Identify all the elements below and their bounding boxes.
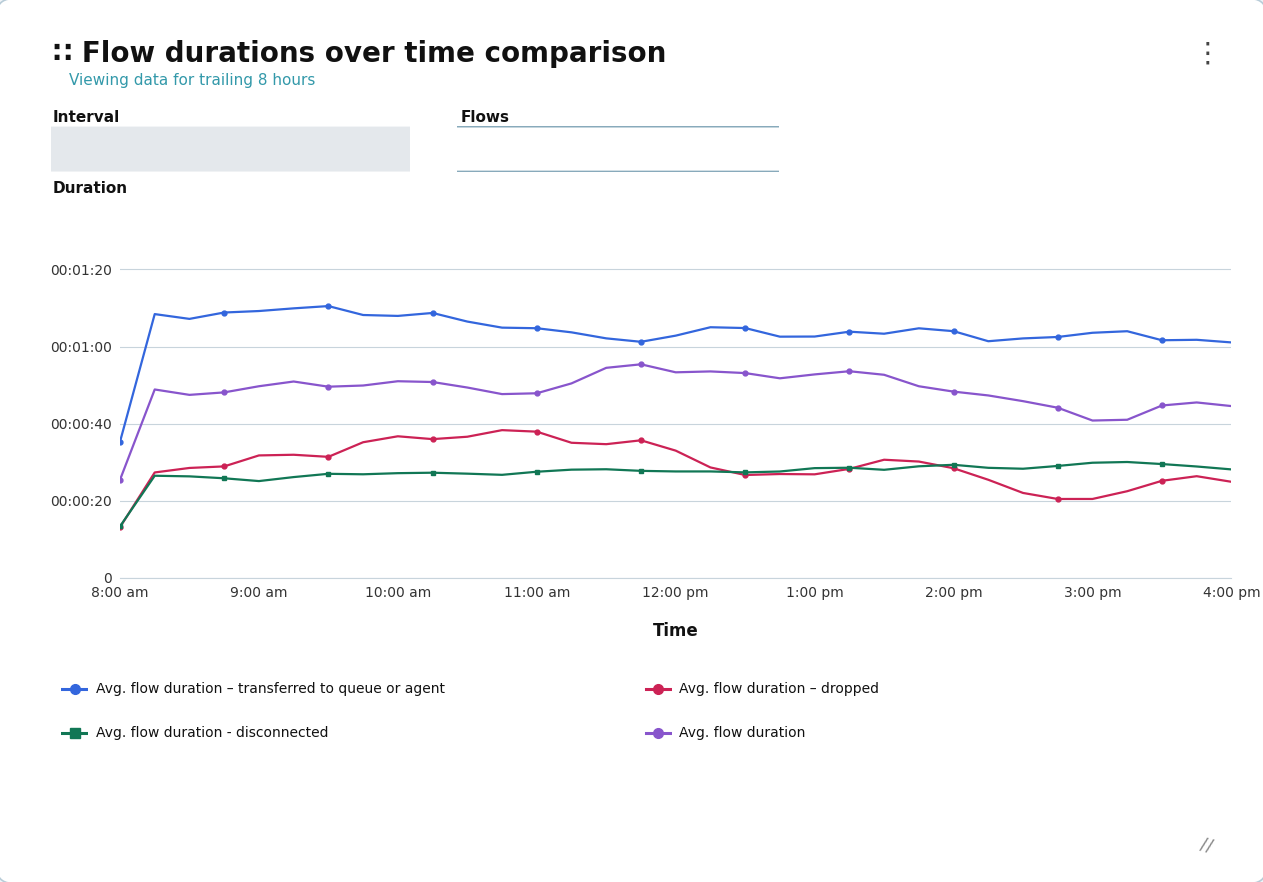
Text: 15 minutes: 15 minutes (72, 140, 158, 155)
Text: Time: Time (653, 622, 698, 639)
Text: Avg. flow duration - disconnected: Avg. flow duration - disconnected (96, 726, 328, 740)
Text: Avg. flow duration – dropped: Avg. flow duration – dropped (679, 682, 879, 696)
Text: Viewing data for trailing 8 hours: Viewing data for trailing 8 hours (69, 73, 316, 88)
Text: Interval: Interval (53, 110, 120, 125)
Text: ⋮: ⋮ (1194, 40, 1221, 68)
Text: Flows: Flows (461, 110, 510, 125)
Text: Avg. flow duration: Avg. flow duration (679, 726, 806, 740)
FancyBboxPatch shape (445, 127, 792, 171)
Text: Duration: Duration (53, 181, 128, 196)
Text: ∷ Flow durations over time comparison: ∷ Flow durations over time comparison (53, 40, 667, 68)
Text: Avg. flow duration – transferred to queue or agent: Avg. flow duration – transferred to queu… (96, 682, 445, 696)
Text: ▼: ▼ (379, 142, 389, 154)
FancyBboxPatch shape (37, 127, 424, 171)
Text: Select flow: Select flow (476, 140, 560, 155)
Text: ▼: ▼ (748, 140, 760, 155)
Text: ∕∕: ∕∕ (1199, 835, 1215, 856)
